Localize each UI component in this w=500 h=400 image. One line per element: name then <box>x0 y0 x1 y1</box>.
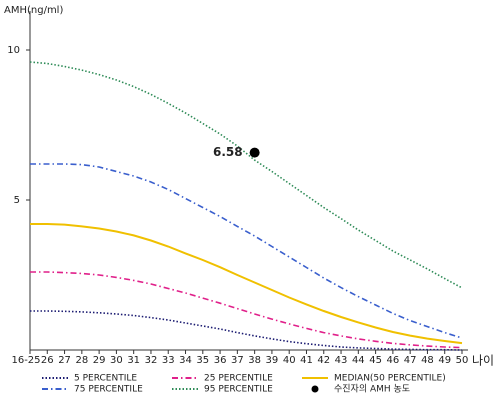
legend-label: 95 PERCENTILE <box>204 385 273 395</box>
legend-label: 5 PERCENTILE <box>74 374 137 384</box>
x-tick-label: 30 <box>110 355 123 366</box>
x-tick-label: 45 <box>369 355 382 366</box>
x-tick-label: 44 <box>352 355 365 366</box>
x-tick-label: 27 <box>58 355 71 366</box>
series-line <box>29 61 463 289</box>
x-tick-label: 41 <box>300 355 313 366</box>
x-tick-label: 26 <box>41 355 54 366</box>
series-line <box>30 163 463 339</box>
x-tick-label: 32 <box>145 355 158 366</box>
series-line <box>30 310 463 351</box>
x-tick-label: 29 <box>93 355 106 366</box>
y-tick-label: 10 <box>7 45 20 56</box>
legend-label: 75 PERCENTILE <box>74 385 143 395</box>
x-tick-label: 39 <box>266 355 279 366</box>
legend-label: MEDIAN(50 PERCENTILE) <box>334 374 446 384</box>
x-tick-label: 43 <box>335 355 348 366</box>
patient-point <box>249 147 260 158</box>
series-line <box>30 223 463 345</box>
x-axis-label: 나이 <box>472 354 494 368</box>
y-tick-label: 5 <box>14 195 20 206</box>
x-tick-label: 48 <box>421 355 434 366</box>
x-tick-label: 37 <box>231 355 244 366</box>
x-tick-label: 36 <box>214 355 227 366</box>
x-tick-label: 50 <box>456 355 469 366</box>
x-tick-label: 31 <box>127 355 140 366</box>
x-tick-label: 40 <box>283 355 296 366</box>
legend-swatch <box>311 385 319 393</box>
x-tick-label: 47 <box>404 355 417 366</box>
x-tick-label: 16-25 <box>11 355 40 366</box>
x-tick-label: 33 <box>162 355 175 366</box>
x-tick-label: 38 <box>248 355 261 366</box>
patient-value-label: 6.58 <box>213 145 243 159</box>
x-tick-label: 34 <box>179 355 192 366</box>
legend-label: 수진자의 AMH 농도 <box>334 384 410 395</box>
x-tick-label: 35 <box>196 355 209 366</box>
series-line <box>30 271 463 349</box>
legend-label: 25 PERCENTILE <box>204 374 273 384</box>
x-tick-label: 46 <box>387 355 400 366</box>
x-tick-label: 28 <box>75 355 88 366</box>
y-axis-label: AMH(ng/ml) <box>4 5 63 16</box>
x-tick-label: 49 <box>438 355 451 366</box>
x-tick-label: 42 <box>317 355 330 366</box>
